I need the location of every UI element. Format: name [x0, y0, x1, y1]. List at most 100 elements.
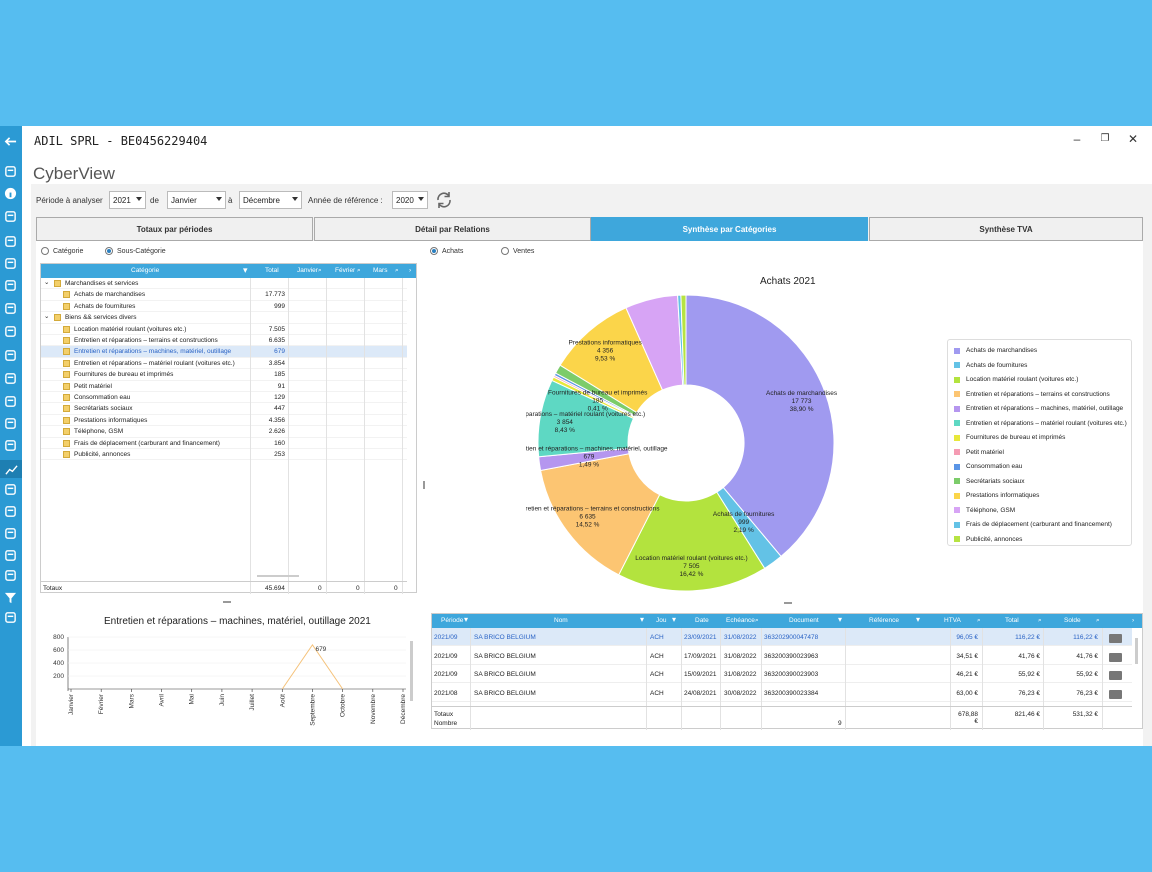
splitter-handle[interactable]	[784, 602, 792, 604]
category-row[interactable]: Publicité, annonces 253	[41, 449, 407, 461]
bank-icon[interactable]	[2, 324, 19, 338]
mail-icon[interactable]	[2, 234, 19, 248]
filter-icon[interactable]: ▾	[464, 615, 469, 624]
category-row[interactable]: Achats de marchandises 17.773	[41, 289, 407, 301]
tab-synthese-tva[interactable]: Synthèse TVA	[869, 217, 1143, 241]
legend-item[interactable]: Consommation eau	[954, 463, 1022, 470]
legend-item[interactable]: Entretien et réparations – machines, mat…	[954, 405, 1123, 412]
folder-icon[interactable]	[1109, 689, 1122, 699]
category-row[interactable]: Prestations informatiques 4.356	[41, 415, 407, 427]
radio-ventes[interactable]: Ventes	[501, 247, 534, 255]
folder-icon[interactable]	[1109, 671, 1122, 680]
radio-achats[interactable]: Achats	[430, 247, 463, 255]
chart-icon[interactable]	[2, 416, 19, 430]
category-row[interactable]: Téléphone, GSM 2.626	[41, 426, 407, 438]
vertical-scrollbar[interactable]	[410, 641, 413, 701]
col-date[interactable]: Date	[695, 617, 709, 624]
tab-detail-par-relations[interactable]: Détail par Relations	[314, 217, 591, 241]
group-row[interactable]: ⌄ Marchandises et services	[41, 278, 407, 290]
category-row[interactable]: Location matériel roulant (voitures etc.…	[41, 324, 407, 335]
chevron-down-icon[interactable]: ⌄	[44, 313, 50, 321]
month-from-select[interactable]: Janvier	[167, 191, 226, 209]
search-icon[interactable]: ⌕	[395, 267, 399, 274]
tab-totaux-par-periodes[interactable]: Totaux par périodes	[36, 217, 313, 241]
vertical-scrollbar[interactable]	[1135, 638, 1138, 664]
category-row[interactable]: Achats de fournitures 999	[41, 301, 407, 313]
radio-categorie[interactable]: Catégorie	[41, 247, 83, 255]
ref-year-select[interactable]: 2020	[392, 191, 428, 209]
pie-slice[interactable]	[680, 294, 687, 386]
search-icon[interactable]: ⌕	[1038, 617, 1042, 624]
filter-icon[interactable]: ▾	[243, 265, 248, 275]
search-icon[interactable]: ⌕	[357, 267, 361, 274]
chevron-down-icon[interactable]: ⌄	[44, 279, 50, 286]
col-solde[interactable]: Solde	[1064, 617, 1081, 624]
cart-icon[interactable]	[2, 526, 19, 540]
col-fevrier[interactable]: Février	[335, 267, 356, 274]
pie-slice[interactable]	[618, 491, 766, 592]
col-janvier[interactable]: Janvier	[297, 267, 318, 274]
legend-item[interactable]: Achats de marchandises	[954, 347, 1037, 354]
col-total[interactable]: Total	[265, 267, 279, 274]
category-row[interactable]: Entretien et réparations – machines, mat…	[41, 346, 407, 358]
search-icon[interactable]: ⌕	[755, 617, 759, 624]
category-row[interactable]: Secrétariats sociaux 447	[41, 403, 407, 415]
save-icon[interactable]	[2, 610, 19, 624]
people-icon[interactable]	[2, 394, 19, 408]
back-arrow-icon[interactable]	[2, 134, 19, 148]
col-mars[interactable]: Mars	[373, 267, 388, 274]
category-row[interactable]: Entretien et réparations – terrains et c…	[41, 335, 407, 347]
search-icon[interactable]: ⌕	[977, 617, 981, 624]
horizontal-scrollbar[interactable]	[257, 575, 299, 577]
list-icon[interactable]	[2, 438, 19, 452]
report-icon[interactable]	[2, 482, 19, 496]
month-to-select[interactable]: Décembre	[239, 191, 302, 209]
scroll-right-icon[interactable]: ›	[1132, 617, 1135, 624]
group-row[interactable]: ⌄ Biens && services divers	[41, 312, 407, 324]
filter-icon[interactable]: ▾	[672, 615, 677, 624]
money-icon[interactable]	[2, 348, 19, 362]
receipt-icon[interactable]	[2, 371, 19, 385]
maximize-button[interactable]: ❐	[1100, 133, 1110, 144]
calendar-icon[interactable]	[2, 301, 19, 315]
col-htva[interactable]: HTVA	[944, 617, 961, 624]
splitter-handle[interactable]	[223, 601, 231, 603]
year-select[interactable]: 2021	[109, 191, 146, 209]
filter-icon[interactable]: ▾	[838, 615, 843, 624]
table-row[interactable]: 2021/08 SA BRICO BELGIUM ACH 24/08/2021 30/0…	[432, 684, 1132, 702]
table-row[interactable]: 2021/09 SA BRICO BELGIUM ACH 15/09/2021 31/0…	[432, 665, 1132, 683]
legend-item[interactable]: Achats de fournitures	[954, 362, 1027, 369]
chat-icon[interactable]	[2, 209, 19, 223]
table-row[interactable]: 2021/09 SA BRICO BELGIUM ACH 17/09/2021 31/0…	[432, 647, 1132, 665]
file-icon[interactable]	[2, 278, 19, 292]
legend-item[interactable]: Prestations informatiques	[954, 492, 1039, 499]
filter-icon[interactable]: ▾	[916, 615, 921, 624]
col-total[interactable]: Total	[1005, 617, 1019, 624]
swap-icon[interactable]	[2, 164, 19, 178]
category-row[interactable]: Fournitures de bureau et imprimés 185	[41, 369, 407, 381]
legend-item[interactable]: Petit matériel	[954, 449, 1004, 456]
radio-sous-categorie[interactable]: Sous-Catégorie	[105, 247, 166, 255]
export-icon[interactable]	[2, 504, 19, 518]
share-icon[interactable]	[2, 548, 19, 562]
tab-synthese-par-categories[interactable]: Synthèse par Catégories	[591, 217, 868, 241]
filter-icon[interactable]	[2, 590, 19, 604]
col-document[interactable]: Document	[789, 617, 819, 624]
line-chart-icon[interactable]	[0, 460, 22, 478]
legend-item[interactable]: Fournitures de bureau et imprimés	[954, 434, 1065, 441]
scroll-right-icon[interactable]: ›	[409, 267, 412, 274]
close-button[interactable]: ✕	[1127, 132, 1139, 146]
col-periode[interactable]: Période	[441, 617, 464, 624]
search-icon[interactable]: ⌕	[318, 267, 322, 274]
col-reference[interactable]: Référence	[869, 617, 899, 624]
info-icon[interactable]	[2, 186, 19, 200]
category-row[interactable]: Petit matériel 91	[41, 381, 407, 392]
splitter-handle[interactable]	[423, 481, 425, 489]
category-row[interactable]: Entretien et réparations – matériel roul…	[41, 358, 407, 370]
merge-icon[interactable]	[2, 568, 19, 582]
col-echeance[interactable]: Echéance	[726, 617, 755, 624]
pie-slice[interactable]	[685, 294, 835, 558]
minimize-button[interactable]: –	[1073, 132, 1081, 146]
col-nom[interactable]: Nom	[554, 617, 568, 624]
pie-slice[interactable]	[539, 453, 661, 576]
